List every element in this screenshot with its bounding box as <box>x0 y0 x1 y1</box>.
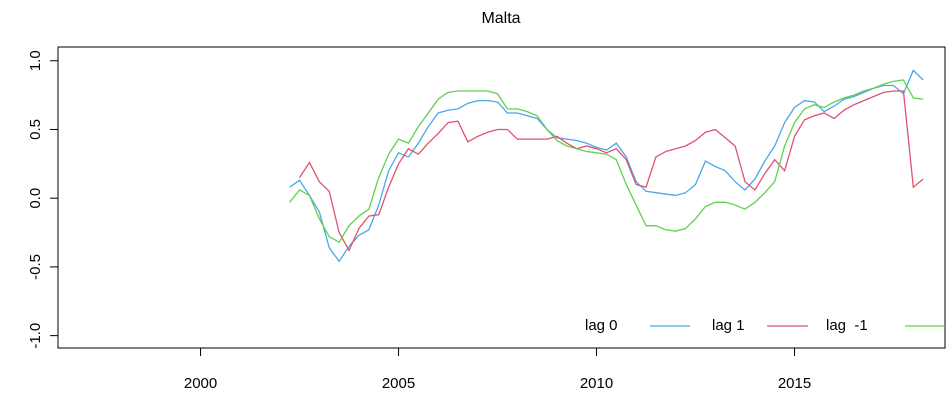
series-line <box>289 79 924 244</box>
y-tick-label: 0.0 <box>27 188 44 209</box>
y-tick-label: 0.5 <box>27 119 44 140</box>
plot-frame <box>57 46 946 349</box>
x-tick-label: 2010 <box>580 375 613 392</box>
x-tick-label: 2015 <box>778 375 811 392</box>
series-line <box>299 90 924 252</box>
legend-label: lag 0 <box>585 317 618 334</box>
y-tick-label: 1.0 <box>27 50 44 71</box>
x-tick-label: 2005 <box>382 375 415 392</box>
legend-label: lag 1 <box>712 317 745 334</box>
x-tick-label: 2000 <box>184 375 217 392</box>
legend-label: lag -1 <box>826 317 868 334</box>
series-line <box>289 69 924 263</box>
chart-title: Malta <box>481 10 520 27</box>
y-tick-label: -1.0 <box>27 323 44 349</box>
y-tick-label: -0.5 <box>27 254 44 280</box>
